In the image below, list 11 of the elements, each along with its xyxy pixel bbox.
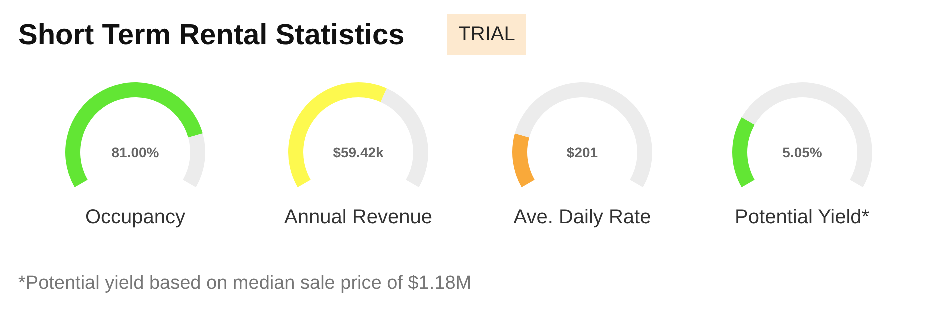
text: $201 <box>566 144 598 160</box>
text: 5.05% <box>782 144 823 160</box>
text: *Potential yield based on median sale price of $1.18M <box>18 273 472 294</box>
text: 81.00% <box>112 144 160 160</box>
text: $59.42k <box>333 144 384 160</box>
text: Occupancy <box>85 206 186 228</box>
text: Potential Yield* <box>735 206 870 228</box>
text: Ave. Daily Rate <box>514 206 652 228</box>
text: Annual Revenue <box>284 206 432 228</box>
text: Short Term Rental Statistics <box>18 20 405 52</box>
text: TRIAL <box>458 24 516 46</box>
